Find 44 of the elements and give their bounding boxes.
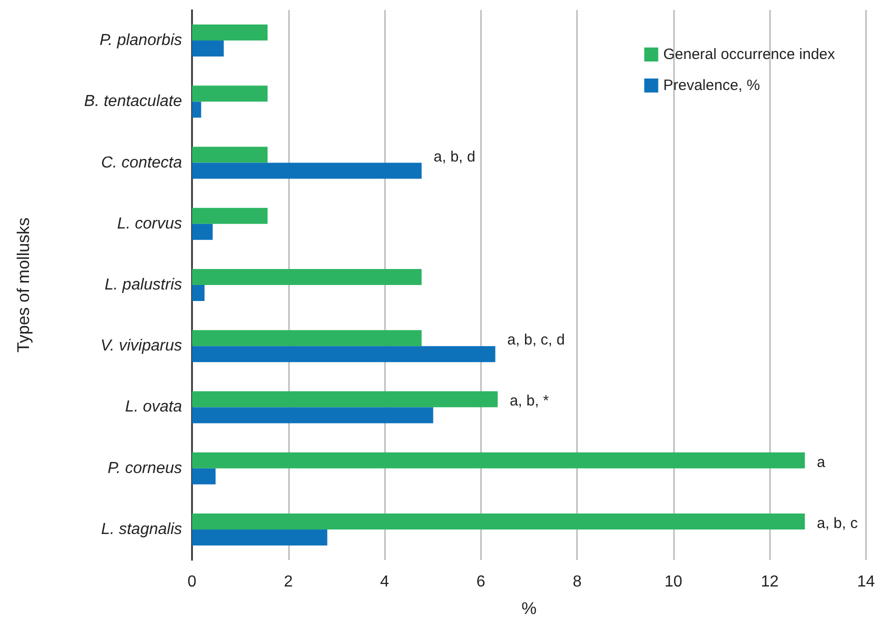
x-tick-label: 12: [760, 574, 779, 590]
bar: [192, 529, 328, 546]
bar: [192, 208, 268, 224]
annotation: a, b, c, d: [507, 332, 565, 349]
annotation: a: [816, 454, 826, 471]
x-tick-label: 0: [188, 574, 197, 590]
x-tick-label: 8: [572, 574, 582, 590]
legend-label: Prevalence, %: [663, 77, 760, 94]
x-tick-label: 10: [664, 574, 682, 590]
y-tick-label: P. planorbis: [100, 32, 182, 50]
y-tick-label: C. contecta: [101, 154, 182, 172]
annotation: a, b, *: [510, 392, 550, 410]
x-tick-label: 6: [476, 574, 486, 590]
bar: [192, 468, 216, 484]
y-tick-label: L. corvus: [117, 215, 182, 232]
x-axis-title: %: [521, 599, 537, 618]
bar: [192, 224, 213, 240]
bar: [192, 407, 434, 424]
x-tick-label: 14: [857, 574, 875, 590]
bar: [192, 146, 268, 163]
bar: [192, 86, 268, 102]
x-tick-label: 2: [284, 574, 293, 590]
bar: [192, 40, 224, 57]
bar: [192, 24, 268, 41]
y-axis-title: Types of mollusks: [14, 217, 33, 353]
bar: [192, 269, 422, 285]
bar: [192, 391, 498, 408]
bar: [192, 162, 422, 179]
y-tick-label: L. ovata: [125, 398, 182, 416]
y-tick-label: V. viviparus: [100, 338, 182, 355]
annotation: a, b, c: [816, 514, 858, 532]
bar: [192, 102, 202, 118]
bar: [192, 285, 205, 301]
y-tick-label: L. stagnalis: [101, 520, 182, 538]
bar: [192, 346, 496, 362]
legend-label: General occurrence index: [663, 46, 836, 63]
bar: [192, 330, 422, 346]
bar: [192, 452, 805, 468]
y-tick-label: L. palustris: [104, 276, 182, 294]
y-tick-label: B. tentaculate: [84, 93, 182, 110]
bar: [192, 513, 805, 530]
annotation: a, b, d: [434, 148, 476, 166]
y-tick-label: P. corneus: [108, 460, 182, 477]
x-tick-label: 4: [380, 574, 390, 590]
